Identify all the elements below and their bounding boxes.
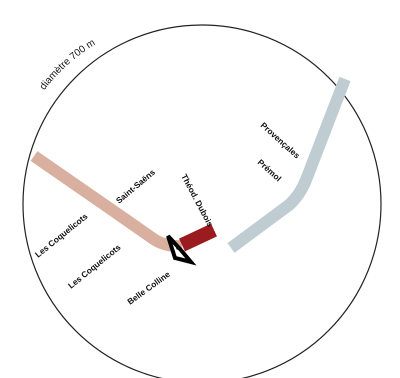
street-label-saint-saens: Saint-Saëns [114, 167, 157, 206]
scale-label: diamètre 700 m [38, 37, 97, 92]
street-label-premol: Prémol [256, 157, 284, 183]
marker-dot [176, 246, 180, 250]
marker-shape [166, 234, 197, 266]
street-label-provencales: Provençales [259, 120, 303, 161]
street-label-les-coquelicots-2: Les Coquelicots [66, 242, 123, 291]
street-label-theod-dubois: Théod. Dubois [179, 172, 215, 228]
route-blue[interactable] [227, 76, 351, 253]
location-marker[interactable] [166, 234, 197, 266]
route-dark-red[interactable] [179, 223, 217, 252]
street-label-les-coquelicots-1: Les Coquelicots [33, 211, 90, 260]
street-label-belle-colline: Belle Colline [125, 269, 172, 307]
radius-circle [22, 24, 382, 378]
